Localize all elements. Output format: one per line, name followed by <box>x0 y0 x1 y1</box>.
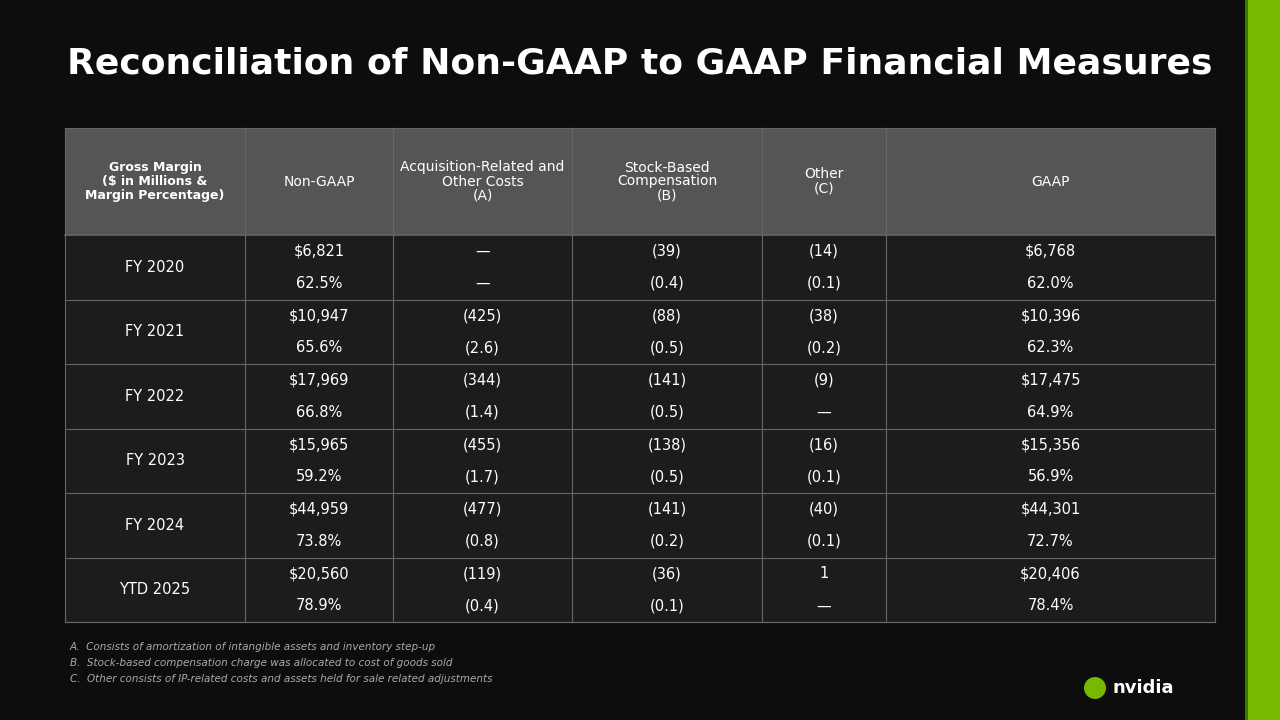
Text: (A): (A) <box>472 189 493 202</box>
Text: (0.2): (0.2) <box>806 341 841 356</box>
Text: $17,475: $17,475 <box>1020 373 1080 387</box>
Text: 78.9%: 78.9% <box>296 598 342 613</box>
Text: —: — <box>475 276 490 291</box>
Text: (B): (B) <box>657 189 677 202</box>
Text: (2.6): (2.6) <box>465 341 500 356</box>
Text: (0.1): (0.1) <box>806 534 841 549</box>
Text: 73.8%: 73.8% <box>296 534 342 549</box>
Bar <box>65 493 1215 557</box>
Text: (36): (36) <box>652 566 682 581</box>
Bar <box>1245 0 1280 720</box>
Text: FY 2024: FY 2024 <box>125 518 184 533</box>
Text: (0.1): (0.1) <box>650 598 685 613</box>
Text: (1.4): (1.4) <box>465 405 499 420</box>
Text: (14): (14) <box>809 243 838 258</box>
Text: $10,396: $10,396 <box>1020 308 1080 323</box>
Text: $6,821: $6,821 <box>293 243 344 258</box>
Bar <box>1248 0 1280 720</box>
Bar <box>65 300 1215 364</box>
Bar <box>65 364 1215 428</box>
Text: Other: Other <box>804 168 844 181</box>
Text: $15,965: $15,965 <box>289 437 349 452</box>
Text: (138): (138) <box>648 437 686 452</box>
Text: (88): (88) <box>652 308 682 323</box>
Text: GAAP: GAAP <box>1032 174 1070 189</box>
Text: FY 2023: FY 2023 <box>125 454 184 468</box>
Text: —: — <box>475 243 490 258</box>
Text: (141): (141) <box>648 502 686 517</box>
Text: FY 2022: FY 2022 <box>125 389 184 404</box>
Text: (0.5): (0.5) <box>650 405 685 420</box>
Text: Gross Margin: Gross Margin <box>109 161 201 174</box>
Text: 64.9%: 64.9% <box>1028 405 1074 420</box>
Text: Stock-Based: Stock-Based <box>625 161 710 174</box>
Text: (C): (C) <box>814 181 835 196</box>
Circle shape <box>1084 677 1106 699</box>
Text: 72.7%: 72.7% <box>1027 534 1074 549</box>
Text: Margin Percentage): Margin Percentage) <box>86 189 225 202</box>
Text: 78.4%: 78.4% <box>1028 598 1074 613</box>
Text: $20,560: $20,560 <box>289 566 349 581</box>
Text: $20,406: $20,406 <box>1020 566 1080 581</box>
Bar <box>65 428 1215 493</box>
Text: (16): (16) <box>809 437 838 452</box>
Bar <box>65 128 1215 235</box>
Text: YTD 2025: YTD 2025 <box>119 582 191 598</box>
Text: (0.4): (0.4) <box>650 276 685 291</box>
Text: (0.8): (0.8) <box>465 534 500 549</box>
Text: Compensation: Compensation <box>617 174 717 189</box>
Text: (0.4): (0.4) <box>465 598 500 613</box>
Text: $44,301: $44,301 <box>1020 502 1080 517</box>
Text: C.  Other consists of IP-related costs and assets held for sale related adjustme: C. Other consists of IP-related costs an… <box>70 674 493 684</box>
Text: (477): (477) <box>463 502 502 517</box>
Text: (0.5): (0.5) <box>650 469 685 485</box>
Text: (40): (40) <box>809 502 838 517</box>
Text: (119): (119) <box>463 566 502 581</box>
Text: Non-GAAP: Non-GAAP <box>283 174 355 189</box>
Text: —: — <box>817 598 832 613</box>
Text: 66.8%: 66.8% <box>296 405 342 420</box>
Text: $17,969: $17,969 <box>289 373 349 387</box>
Text: FY 2020: FY 2020 <box>125 260 184 275</box>
Text: 1: 1 <box>819 566 828 581</box>
Text: (455): (455) <box>463 437 502 452</box>
Text: (344): (344) <box>463 373 502 387</box>
Text: nvidia: nvidia <box>1112 679 1174 697</box>
Text: $10,947: $10,947 <box>289 308 349 323</box>
Text: (0.1): (0.1) <box>806 469 841 485</box>
Text: 56.9%: 56.9% <box>1028 469 1074 485</box>
Text: (38): (38) <box>809 308 838 323</box>
Text: (39): (39) <box>652 243 682 258</box>
Text: B.  Stock-based compensation charge was allocated to cost of goods sold: B. Stock-based compensation charge was a… <box>70 658 453 668</box>
Text: (141): (141) <box>648 373 686 387</box>
Text: 62.5%: 62.5% <box>296 276 342 291</box>
Text: (9): (9) <box>814 373 835 387</box>
Text: 59.2%: 59.2% <box>296 469 342 485</box>
Text: Acquisition-Related and: Acquisition-Related and <box>401 161 564 174</box>
Text: Other Costs: Other Costs <box>442 174 524 189</box>
Text: ($ in Millions &: ($ in Millions & <box>102 175 207 188</box>
Bar <box>65 557 1215 622</box>
Text: (0.5): (0.5) <box>650 341 685 356</box>
Text: —: — <box>817 405 832 420</box>
Text: $44,959: $44,959 <box>289 502 349 517</box>
Text: (425): (425) <box>463 308 502 323</box>
Text: 65.6%: 65.6% <box>296 341 342 356</box>
Text: $6,768: $6,768 <box>1025 243 1076 258</box>
Text: (1.7): (1.7) <box>465 469 500 485</box>
Text: FY 2021: FY 2021 <box>125 324 184 339</box>
Text: 62.3%: 62.3% <box>1028 341 1074 356</box>
Text: (0.1): (0.1) <box>806 276 841 291</box>
Text: Reconciliation of Non-GAAP to GAAP Financial Measures: Reconciliation of Non-GAAP to GAAP Finan… <box>68 46 1212 80</box>
Text: A.  Consists of amortization of intangible assets and inventory step-up: A. Consists of amortization of intangibl… <box>70 642 436 652</box>
Text: 62.0%: 62.0% <box>1028 276 1074 291</box>
Bar <box>65 235 1215 300</box>
Text: $15,356: $15,356 <box>1020 437 1080 452</box>
Text: (0.2): (0.2) <box>649 534 685 549</box>
